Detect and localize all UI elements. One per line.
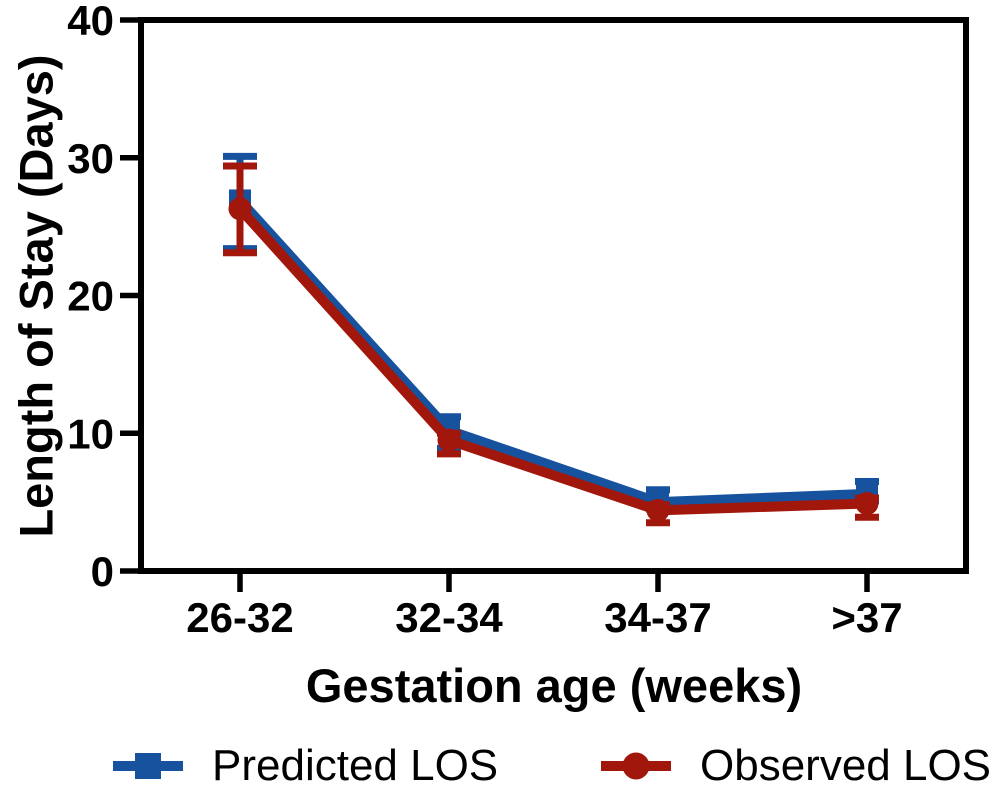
x-axis-title: Gestation age (weeks) (305, 659, 803, 712)
data-point-circle (646, 498, 670, 522)
plot-frame (138, 17, 969, 574)
y-tick-label: 0 (91, 548, 114, 595)
legend-square-marker-icon (113, 753, 183, 779)
data-point-circle (228, 197, 252, 221)
y-tick-label: 40 (67, 0, 114, 44)
y-tick-label: 20 (67, 273, 114, 320)
legend-label-predicted: Predicted LOS (212, 741, 499, 788)
series-line-observed (235, 203, 872, 516)
x-tick-label: 32-34 (395, 594, 503, 641)
legend-circle-observed (622, 752, 650, 780)
x-tick-label: 34-37 (604, 594, 711, 641)
data-point-circle (437, 428, 461, 452)
legend-item-observed-los: Observed LOS (598, 741, 991, 788)
legend-square-predicted (135, 753, 161, 779)
y-axis-title: Length of Stay (Days) (9, 54, 63, 538)
y-tick-label: 10 (67, 410, 114, 457)
legend-circle-marker-icon (601, 752, 671, 780)
y-tick-label: 30 (67, 135, 114, 182)
legend-item-predicted-los: Predicted LOS (110, 741, 498, 788)
legend: Predicted LOS Observed LOS (0, 741, 1002, 788)
x-tick-label: >37 (831, 594, 902, 641)
series-line-predicted (235, 195, 872, 508)
data-point-circle (855, 492, 879, 516)
x-tick-label: 26-32 (186, 594, 293, 641)
legend-label-observed: Observed LOS (700, 741, 992, 788)
